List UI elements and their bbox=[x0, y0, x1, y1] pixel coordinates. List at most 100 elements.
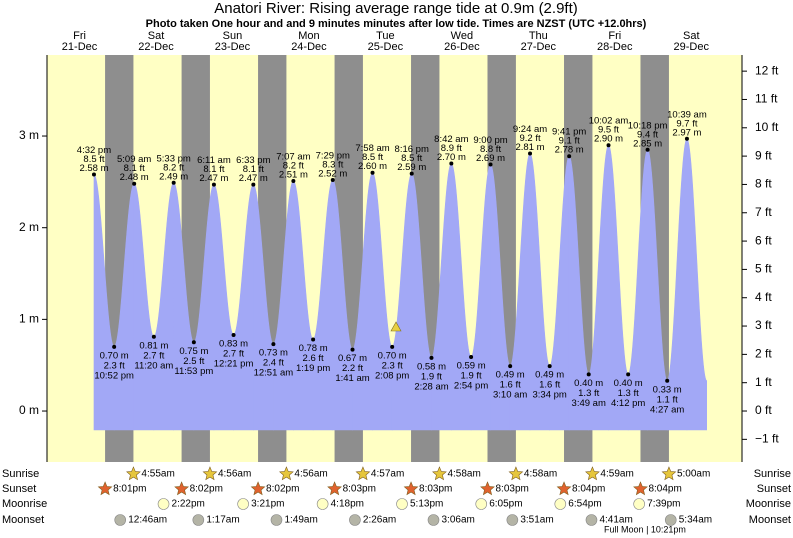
sunrise-time: 4:58am bbox=[447, 469, 480, 480]
tide-label: 0.40 m bbox=[614, 378, 643, 389]
moonset-time: 12:46am bbox=[128, 515, 167, 526]
tide-label: 2.3 ft bbox=[382, 360, 403, 371]
sunrise-time: 5:00am bbox=[677, 469, 710, 480]
sunset-time: 8:03pm bbox=[419, 484, 452, 495]
sunset-icon bbox=[403, 481, 419, 496]
tide-label: 2:28 am bbox=[414, 381, 448, 392]
tide-label: 1.6 ft bbox=[500, 380, 521, 391]
y-tick-label: 0 m bbox=[19, 403, 39, 417]
tide-area bbox=[431, 162, 452, 431]
chart-subtitle: Photo taken One hour and and 9 minutes m… bbox=[146, 18, 647, 30]
day-name: Mon bbox=[298, 30, 319, 42]
tide-label: 2.97 m bbox=[672, 127, 701, 138]
tide-area bbox=[233, 184, 254, 431]
moonset-icon bbox=[192, 514, 205, 526]
sunset-time: 8:03pm bbox=[343, 484, 376, 495]
moonset-time: 1:17am bbox=[206, 515, 239, 526]
sunrise-time: 4:55am bbox=[141, 469, 174, 480]
tide-label: 0.75 m bbox=[179, 346, 208, 357]
tide-label: 2.85 m bbox=[633, 138, 662, 149]
tide-area bbox=[627, 149, 648, 431]
tide-area bbox=[608, 144, 629, 431]
tide-area bbox=[273, 180, 294, 431]
row-label: Moonrise bbox=[2, 498, 47, 510]
tide-label: 9.7 ft bbox=[676, 118, 697, 129]
day-date: 21-Dec bbox=[62, 41, 98, 53]
tide-label: 2.70 m bbox=[437, 152, 466, 163]
tide-label: 5:33 pm bbox=[157, 153, 191, 164]
tide-label: 9.4 ft bbox=[637, 129, 658, 140]
sunset-time: 8:01pm bbox=[113, 484, 146, 495]
moonset-icon bbox=[349, 514, 361, 526]
tide-label: 11:53 pm bbox=[174, 366, 213, 377]
day-name: Sat bbox=[148, 30, 165, 42]
moonset-icon bbox=[270, 514, 283, 526]
y2-tick-label: −1 ft bbox=[755, 432, 779, 446]
day-date: 27-Dec bbox=[521, 41, 557, 53]
sunset-icon bbox=[633, 481, 648, 496]
tide-label: 4:12 pm bbox=[611, 398, 645, 409]
sunset-icon bbox=[97, 481, 113, 496]
tide-point bbox=[508, 364, 513, 369]
sunset-icon bbox=[250, 481, 266, 496]
y2-tick-label: 11 ft bbox=[755, 92, 778, 106]
y2-tick-label: 4 ft bbox=[755, 290, 772, 304]
moonrise-icon bbox=[237, 498, 249, 510]
moonset-icon bbox=[664, 514, 677, 526]
sunset-time: 8:02pm bbox=[266, 484, 299, 495]
tide-label: 2.60 m bbox=[358, 161, 387, 172]
moonrise-time: 7:39pm bbox=[647, 499, 680, 510]
day-name: Thu bbox=[529, 30, 548, 42]
sunrise-time: 4:56am bbox=[294, 469, 327, 480]
tide-label: 0.58 m bbox=[417, 361, 446, 372]
tide-label: 1:19 pm bbox=[296, 363, 330, 374]
moonset-time: 3:51am bbox=[520, 515, 553, 526]
tide-label: 2:08 pm bbox=[375, 370, 409, 381]
y-tick-label: 1 m bbox=[19, 312, 39, 326]
tide-point bbox=[330, 178, 335, 183]
tide-point bbox=[684, 136, 689, 141]
tide-point bbox=[211, 182, 216, 187]
moonrise-icon bbox=[554, 498, 567, 510]
tide-area bbox=[193, 184, 215, 431]
moonset-time: 4:41am bbox=[599, 515, 632, 526]
tide-point bbox=[606, 143, 611, 148]
tide-label: 0.70 m bbox=[378, 350, 407, 361]
current-tide-marker bbox=[390, 321, 402, 332]
tide-area bbox=[451, 162, 472, 431]
moonset-icon bbox=[114, 514, 127, 526]
tide-area bbox=[647, 149, 668, 431]
moonrise-time: 2:22pm bbox=[172, 499, 205, 510]
moonrise-icon bbox=[157, 498, 170, 510]
day-name: Fri bbox=[608, 30, 621, 42]
tide-point bbox=[645, 147, 650, 152]
tide-label: 2.47 m bbox=[199, 173, 228, 184]
y2-tick-label: 3 ft bbox=[755, 318, 772, 332]
moon-phase-note: Full Moon | 10:21pm bbox=[604, 524, 686, 534]
tide-point bbox=[151, 334, 156, 339]
tide-label: 9.2 ft bbox=[519, 133, 540, 144]
tide-point bbox=[429, 355, 434, 360]
tide-label: 1.3 ft bbox=[618, 388, 639, 399]
day-name: Sun bbox=[223, 30, 243, 42]
moonrise-time: 6:05pm bbox=[489, 499, 522, 510]
tide-label: 0.67 m bbox=[338, 353, 367, 364]
tide-label: 3:34 pm bbox=[533, 390, 567, 401]
tide-point bbox=[311, 337, 316, 342]
row-label: Sunset bbox=[757, 483, 791, 495]
tide-point bbox=[567, 154, 572, 159]
sunrise-icon bbox=[279, 466, 294, 481]
tide-point bbox=[626, 372, 631, 377]
tide-label: 2.5 ft bbox=[183, 356, 204, 367]
tide-label: 8.3 ft bbox=[322, 160, 343, 171]
tide-area bbox=[213, 184, 234, 431]
tide-label: 2.78 m bbox=[555, 145, 584, 156]
y2-tick-label: 6 ft bbox=[755, 233, 772, 247]
tide-label: 9.1 ft bbox=[559, 136, 580, 147]
sunrise-icon bbox=[508, 466, 524, 481]
sunrise-time: 4:58am bbox=[524, 469, 557, 480]
day-date: 28-Dec bbox=[597, 41, 633, 53]
sunset-time: 8:04pm bbox=[648, 484, 681, 495]
tide-label: 2.58 m bbox=[79, 163, 108, 174]
moonrise-icon bbox=[316, 498, 329, 510]
